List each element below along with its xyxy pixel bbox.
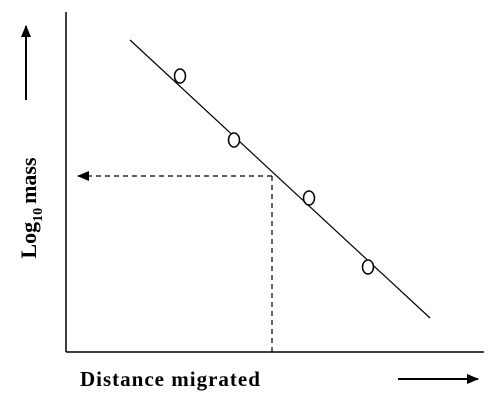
point [173,68,187,84]
x-axis-label: Distance migrated [80,367,261,391]
points [173,68,375,275]
point [302,190,316,206]
y-label-rest: mass [16,157,41,204]
point [361,259,375,275]
fit-line [129,39,431,319]
y-axis-label: Log10 mass [16,157,46,259]
y-label-subscript: 10 [31,208,46,222]
y-label-main: Log [16,222,41,259]
point [227,132,241,148]
